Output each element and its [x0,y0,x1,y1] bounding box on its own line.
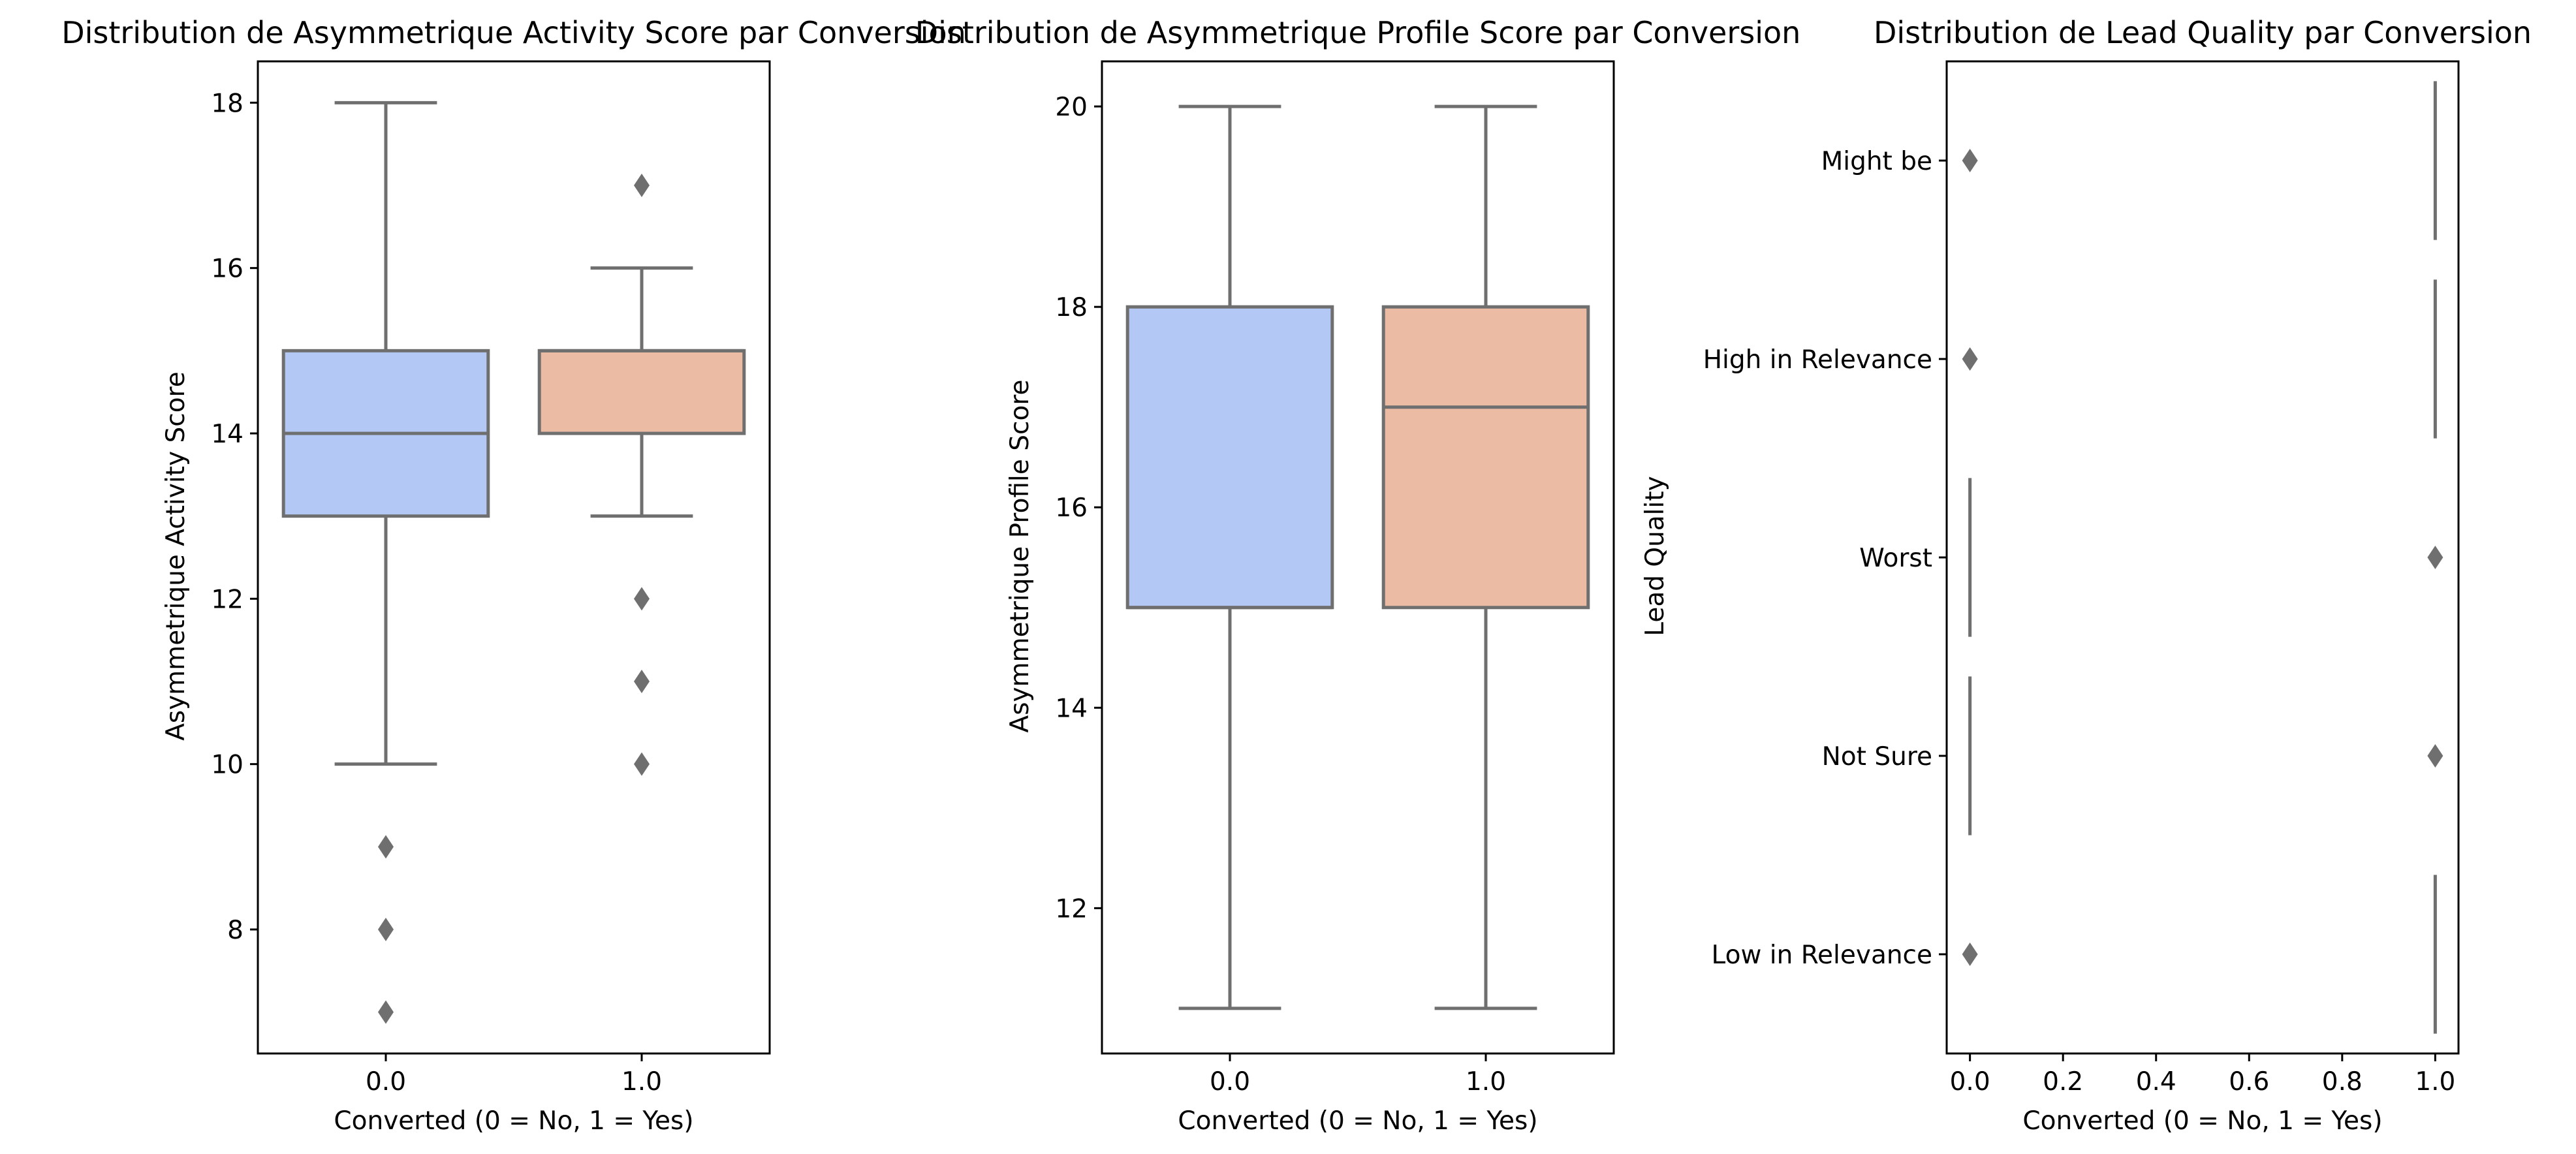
activity-score-outlier-point [378,918,394,941]
lead-quality-panel: Distribution de Lead Quality par Convers… [1641,15,2532,1136]
activity-score-title: Distribution de Asymmetrique Activity Sc… [61,15,966,50]
activity-score-xtick-label: 0.0 [366,1067,406,1097]
activity-score-frame [257,60,771,1055]
profile-score-xtick-label: 1.0 [1466,1067,1506,1097]
profile-score-ytick-label: 12 [1055,894,1088,924]
lead-quality-xtick-label: 1.0 [2415,1067,2455,1097]
lead-quality-ylabel: Lead Quality [1641,476,1670,636]
activity-score-outlier-point [378,835,394,859]
activity-score-xtick-label: 1.0 [621,1067,662,1097]
lead-quality-ytick-label: Not Sure [1822,742,1932,772]
activity-score-ytick-label: 12 [211,585,243,614]
lead-quality-ytick-label: High in Relevance [1703,345,1932,375]
profile-score-plot-area: 12 14 16 18 20 0.0 1.0 [1055,93,1590,1097]
profile-score-box-0 [1125,305,1334,610]
profile-score-ytick-label: 18 [1055,293,1088,322]
profile-score-ylabel: Asymmetrique Profile Score [1005,380,1035,733]
profile-score-panel: Distribution de Asymmetrique Profile Sco… [915,15,1801,1136]
lead-quality-outlier-point [1962,347,1978,371]
lead-quality-xlabel: Converted (0 = No, 1 = Yes) [2022,1106,2382,1136]
lead-quality-title: Distribution de Lead Quality par Convers… [1874,15,2532,50]
activity-score-xlabel: Converted (0 = No, 1 = Yes) [334,1106,693,1136]
activity-score-panel: Distribution de Asymmetrique Activity Sc… [61,15,966,1136]
activity-score-outlier-point [378,1000,394,1024]
lead-quality-xtick-label: 0.8 [2322,1067,2363,1097]
lead-quality-ytick-label: Low in Relevance [1712,941,1932,970]
activity-score-ylabel: Asymmetrique Activity Score [161,371,191,741]
activity-score-ytick-label: 18 [211,89,243,118]
activity-score-outlier-point [634,752,650,776]
lead-quality-outlier-point [2427,744,2443,768]
lead-quality-frame [1945,60,2460,1055]
profile-score-xlabel: Converted (0 = No, 1 = Yes) [1178,1106,1537,1136]
activity-score-ytick-label: 10 [211,751,243,780]
lead-quality-outlier-point [1962,149,1978,172]
activity-score-plot-area: 8 10 12 14 16 18 0.0 1.0 [211,89,746,1097]
activity-score-ytick-label: 16 [211,255,243,284]
activity-score-ytick-label: 14 [211,420,243,449]
lead-quality-outlier-point [1962,943,1978,966]
activity-score-outlier-point [634,670,650,693]
lead-quality-ytick-label: Worst [1859,544,1932,573]
profile-score-title: Distribution de Asymmetrique Profile Sco… [915,15,1801,50]
profile-score-ytick-label: 14 [1055,694,1088,723]
lead-quality-ytick-label: Might be [1821,147,1932,176]
activity-score-ytick-label: 8 [227,916,243,945]
lead-quality-plot-area: 0.0 0.2 0.4 0.6 0.8 1.0 Might be High in Releva… [1703,81,2455,1097]
profile-score-xtick-label: 0.0 [1210,1067,1250,1097]
profile-score-box-1 [1381,305,1590,610]
lead-quality-xtick-label: 0.0 [1950,1067,1990,1097]
profile-score-ytick-label: 20 [1055,93,1088,122]
activity-score-outlier-point [634,587,650,611]
profile-score-frame [1101,60,1615,1055]
lead-quality-xtick-label: 0.4 [2136,1067,2176,1097]
profile-score-ytick-label: 16 [1055,493,1088,523]
activity-score-outlier-point [634,174,650,197]
activity-score-box-1 [537,349,746,435]
lead-quality-xtick-label: 0.6 [2229,1067,2269,1097]
lead-quality-xtick-label: 0.2 [2043,1067,2083,1097]
lead-quality-outlier-point [2427,546,2443,569]
